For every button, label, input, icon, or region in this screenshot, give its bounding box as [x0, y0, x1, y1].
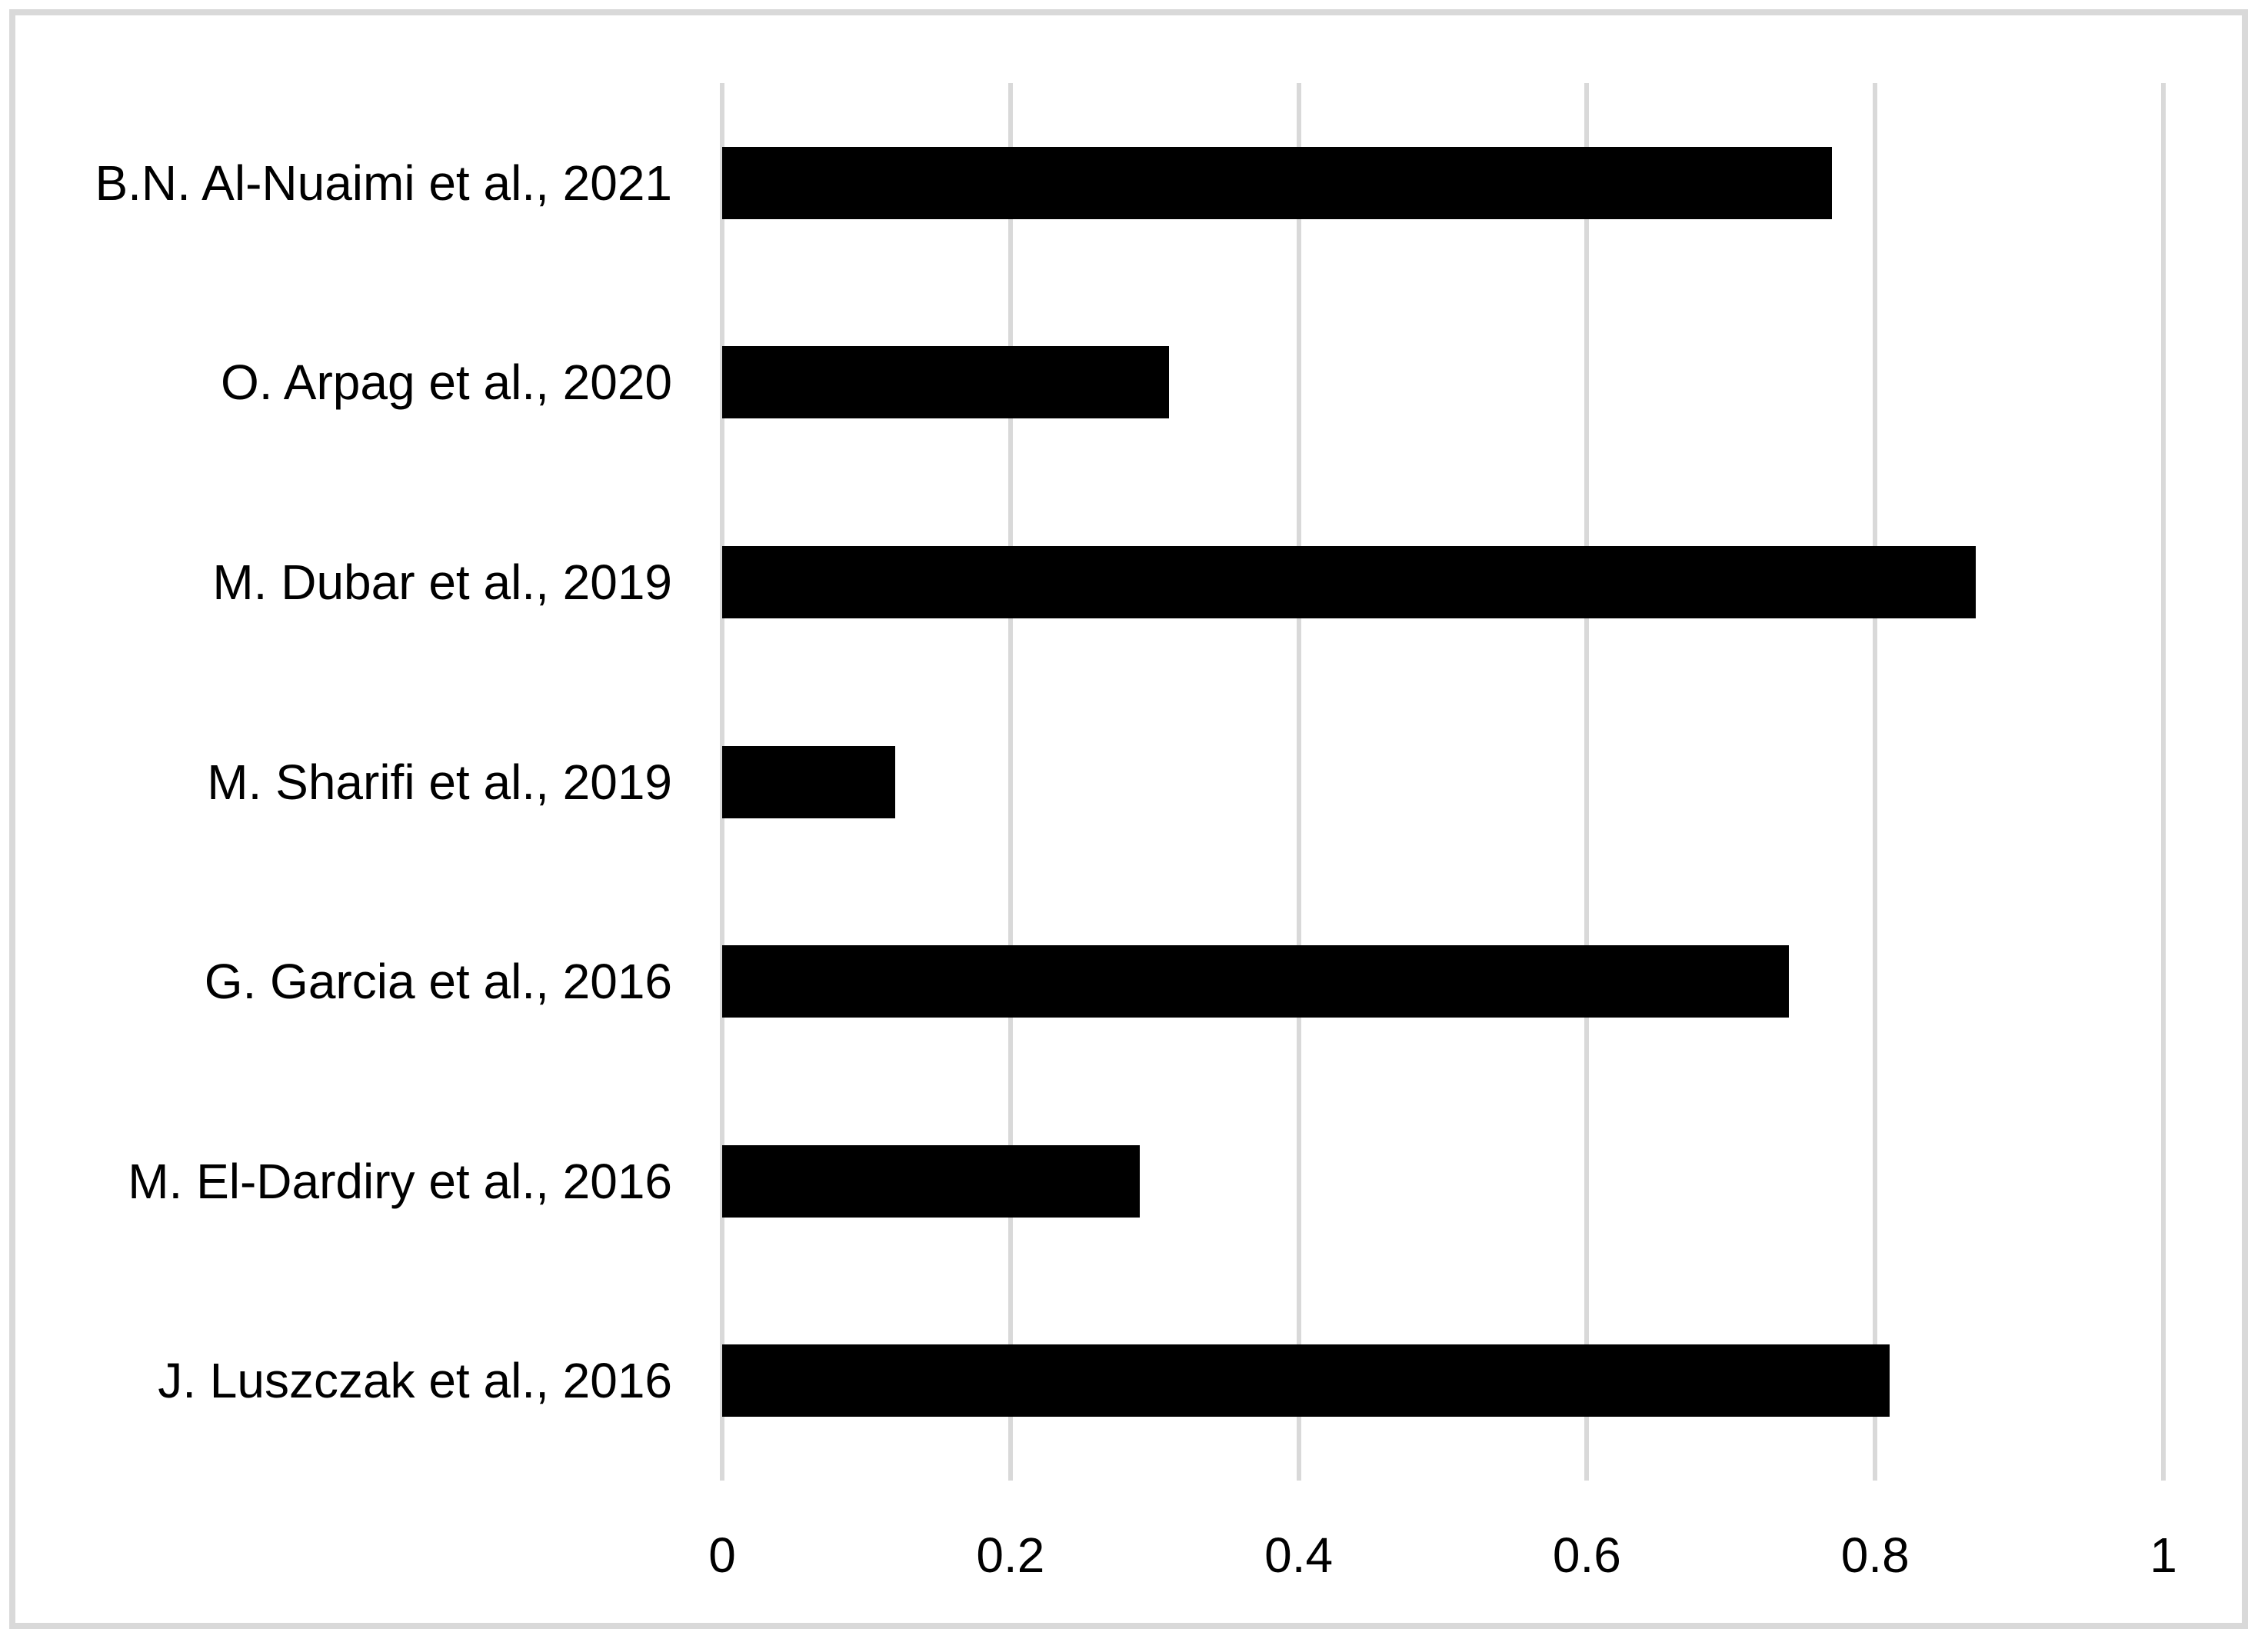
gridline: [1296, 83, 1301, 1481]
category-label: B.N. Al-Nuaimi et al., 2021: [95, 155, 672, 211]
category-label: M. El-Dardiry et al., 2016: [128, 1153, 672, 1209]
category-label: O. Arpag et al., 2020: [220, 355, 672, 411]
bar: [722, 1344, 1890, 1417]
gridline: [1584, 83, 1590, 1481]
bar: [722, 1144, 1141, 1218]
category-label: M. Sharifi et al., 2019: [207, 754, 672, 810]
bar: [722, 745, 895, 818]
gridline: [2161, 83, 2166, 1481]
x-tick-label: 0.8: [1840, 1527, 1910, 1583]
plot-area: [720, 83, 2166, 1481]
bar: [722, 545, 1977, 618]
bar: [722, 346, 1169, 419]
gridline: [1873, 83, 1878, 1481]
category-label: M. Dubar et al., 2019: [212, 554, 672, 610]
bar: [722, 945, 1789, 1018]
x-tick-label: 1: [2150, 1527, 2177, 1583]
gridline: [1007, 83, 1013, 1481]
x-tick-label: 0.6: [1552, 1527, 1621, 1583]
x-tick-label: 0: [708, 1527, 736, 1583]
x-tick-label: 0.2: [976, 1527, 1045, 1583]
category-label: G. Garcia et al., 2016: [204, 954, 672, 1010]
category-label: J. Luszczak et al., 2016: [158, 1353, 672, 1409]
x-tick-label: 0.4: [1264, 1527, 1334, 1583]
bar: [722, 146, 1832, 219]
